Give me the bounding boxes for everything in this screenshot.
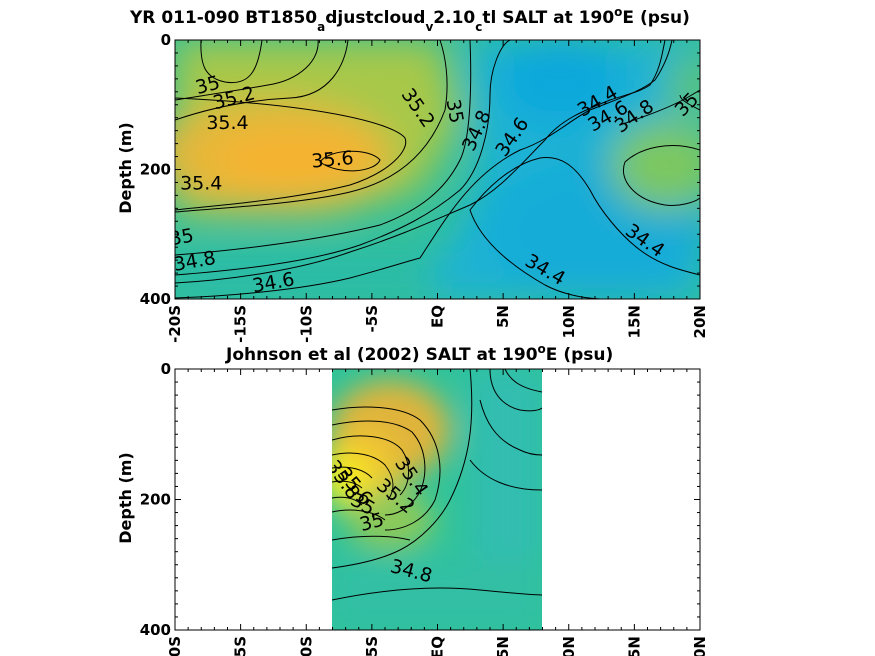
top-contour-label: 35	[168, 225, 196, 251]
bottom-y-axis-label: Depth (m)	[116, 452, 135, 544]
bottom-y-tick-label: 400	[140, 621, 171, 639]
top-contour-lines	[175, 40, 700, 299]
top-y-tick-label: 400	[140, 290, 171, 308]
bottom-x-tick-label: 10N	[560, 636, 578, 656]
top-x-tick-label: -10S	[297, 305, 315, 343]
svg-text:YR 011-090 BT1850adjustcloudv2: YR 011-090 BT1850adjustcloudv2.10ctl SAL…	[129, 5, 690, 34]
bottom-x-tick-label: -5S	[363, 636, 381, 656]
bottom-x-tick-label: EQ	[429, 636, 447, 656]
top-x-tick-label: -15S	[232, 305, 250, 343]
bottom-y-tick-label: 200	[140, 491, 171, 509]
top-x-tick-label: -5S	[363, 305, 381, 332]
top-panel: YR 011-090 BT1850adjustcloudv2.10ctl SAL…	[116, 5, 709, 343]
top-y-tick-label: 0	[161, 31, 171, 49]
svg-text:Johnson et al (2002) SALT at 1: Johnson et al (2002) SALT at 190oE (psu)	[225, 342, 613, 365]
bottom-x-tick-label: 15N	[625, 636, 643, 656]
bottom-y-tick-label: 0	[161, 360, 171, 378]
bottom-contour-lines	[332, 369, 542, 601]
bottom-panel: Johnson et al (2002) SALT at 190oE (psu)	[116, 342, 709, 656]
bottom-x-tick-label: -15S	[232, 636, 250, 656]
top-contour-label: 35.6	[310, 147, 354, 173]
top-contour-label: 35.4	[180, 173, 222, 195]
top-x-tick-label: 5N	[494, 305, 512, 328]
top-contour-label: 35	[442, 97, 468, 125]
top-x-tick-label: 10N	[560, 305, 578, 338]
bottom-axis-ticks: -20S -15S -10S -5S EQ 5N 10N 15N 20N 0 200 400	[140, 360, 709, 656]
top-title: YR 011-090 BT1850adjustcloudv2.10ctl SAL…	[129, 5, 690, 34]
top-contour-label: 35.4	[206, 112, 248, 134]
top-x-tick-label: -20S	[166, 305, 184, 343]
bottom-x-tick-label: -10S	[297, 636, 315, 656]
top-y-axis-label: Depth (m)	[116, 122, 135, 214]
bottom-x-tick-label: -20S	[166, 636, 184, 656]
top-x-tick-label: 20N	[691, 305, 709, 338]
bottom-title: Johnson et al (2002) SALT at 190oE (psu)	[225, 342, 613, 365]
bottom-x-tick-label: 20N	[691, 636, 709, 656]
top-x-tick-label: 15N	[625, 305, 643, 338]
top-axis-ticks: -20S -15S -10S -5S EQ 5N 10N 15N 20N 0 200 400	[140, 31, 709, 343]
top-y-tick-label: 200	[140, 161, 171, 179]
top-x-tick-label: EQ	[429, 305, 447, 328]
bottom-x-tick-label: 5N	[494, 636, 512, 656]
